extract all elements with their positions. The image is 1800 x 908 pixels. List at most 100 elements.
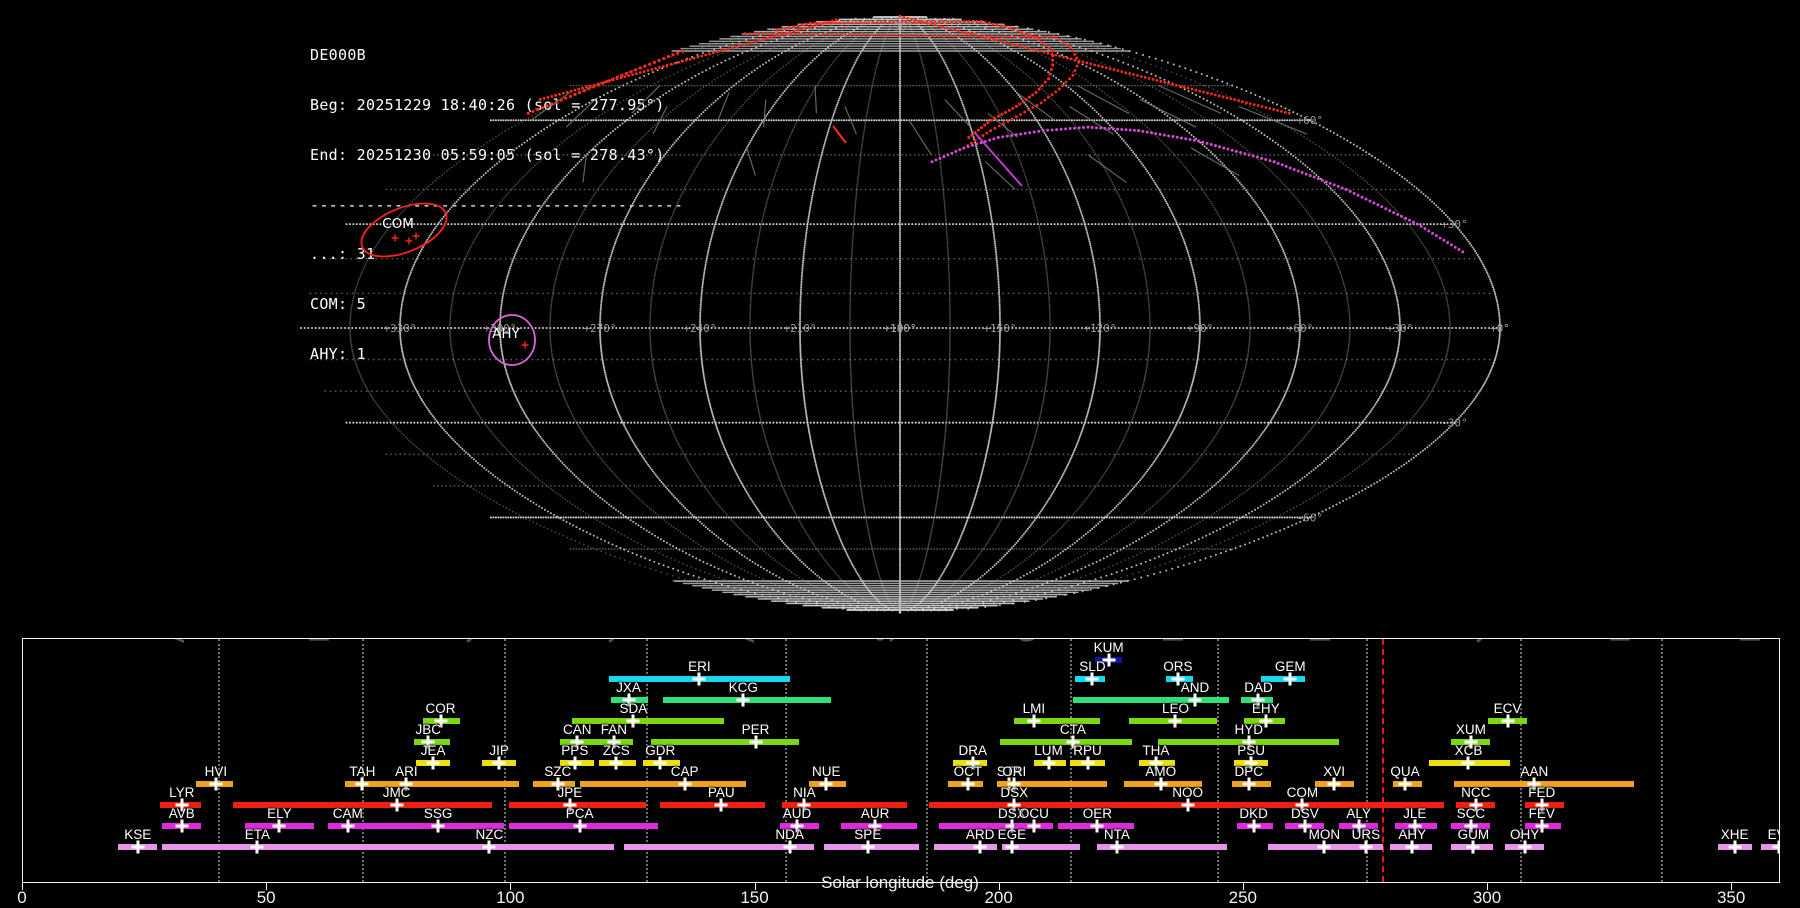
shower-peak-marker [175, 820, 188, 833]
radiant-ellipse-layer: COM AHY [354, 193, 535, 365]
shower-peak-marker [861, 841, 874, 854]
month-separator [926, 639, 928, 882]
sky-map-svg: +180°+150°+120°+90°+60°+30°+0°+330°+300°… [0, 0, 1800, 630]
latitude-label: +0° [1490, 322, 1510, 335]
shower-peak-marker [749, 736, 762, 749]
shower-peak-marker [1772, 841, 1779, 854]
month-label: AUG [729, 639, 762, 643]
month-label: SEP [870, 639, 903, 643]
latitude-label: -30° [1441, 417, 1468, 430]
latitude-label: +90° [887, 20, 914, 33]
shower-peak-marker [1091, 820, 1104, 833]
shower-peak-marker [1398, 778, 1411, 791]
shower-peak-marker [432, 820, 445, 833]
shower-peak-marker [390, 799, 403, 812]
shower-peak-marker [1242, 778, 1255, 791]
month-label: FEB [1605, 639, 1638, 643]
radiant-label: COM [382, 216, 414, 232]
shower-peak-marker [1027, 715, 1040, 728]
shower-peak-marker [1247, 820, 1260, 833]
shower-peak-marker [1406, 841, 1419, 854]
month-label: DEZ [1305, 639, 1338, 643]
shower-peak-marker [627, 715, 640, 728]
longitude-label: +30° [1387, 322, 1414, 335]
shower-peak-marker [1081, 757, 1094, 770]
shower-activity-bar[interactable] [572, 718, 723, 724]
longitude-label: +150° [983, 322, 1016, 335]
shower-peak-marker [1318, 841, 1331, 854]
shower-peak-marker [1501, 715, 1514, 728]
latitude-label: -90° [887, 599, 914, 612]
shower-peak-marker [1027, 820, 1040, 833]
longitude-label: +120° [1083, 322, 1116, 335]
shower-peak-marker [1728, 841, 1741, 854]
month-label: MÄR [1735, 639, 1768, 643]
shower-peak-marker [1284, 673, 1297, 686]
month-separator [1661, 639, 1663, 882]
shower-peak-marker [678, 778, 691, 791]
shower-activity-bar[interactable] [934, 844, 997, 850]
shower-peak-marker [1042, 757, 1055, 770]
shower-peak-marker [961, 778, 974, 791]
shower-peak-marker [654, 757, 667, 770]
longitude-label: +60° [1287, 322, 1314, 335]
longitude-label: +270° [583, 322, 616, 335]
month-label: JUL [589, 639, 622, 643]
month-label: APR [159, 639, 192, 643]
month-label: JUN [447, 639, 480, 643]
shower-peak-marker [610, 757, 623, 770]
longitude-label: +330° [383, 322, 416, 335]
shower-peak-marker [1462, 757, 1475, 770]
month-label: NOV [1158, 639, 1191, 643]
radiant-label: AHY [492, 326, 520, 342]
longitude-label: +180° [883, 322, 916, 335]
shower-peak-marker [493, 757, 506, 770]
shower-peak-marker [1328, 778, 1341, 791]
timeline-frame: APRMAIJUNJULAUGSEPOKTNOVDEZJANFEBMÄRKUME… [22, 638, 1780, 883]
solar-longitude-timeline: APRMAIJUNJULAUGSEPOKTNOVDEZJANFEBMÄRKUME… [0, 630, 1800, 900]
latitude-label: +30° [1441, 218, 1468, 231]
shower-peak-marker [209, 778, 222, 791]
shower-peak-marker [427, 757, 440, 770]
shower-activity-bar[interactable] [1073, 697, 1229, 703]
shower-peak-marker [783, 841, 796, 854]
shower-activity-bar[interactable] [660, 802, 765, 808]
x-axis-title: Solar longitude (deg) [0, 873, 1800, 893]
shower-peak-marker [1189, 694, 1202, 707]
meteor-cross-marker [406, 238, 413, 245]
shower-peak-marker [273, 820, 286, 833]
shower-peak-marker [251, 841, 264, 854]
shower-peak-marker [820, 778, 833, 791]
latitude-label: +60° [1297, 114, 1324, 127]
latitude-label: -60° [1297, 511, 1324, 524]
shower-peak-marker [131, 841, 144, 854]
latitude-tick-labels: +90° +60° +30° +0° -30° -60° -90° [887, 20, 1510, 612]
timeline-plot-area: APRMAIJUNJULAUGSEPOKTNOVDEZJANFEBMÄRKUME… [23, 639, 1779, 882]
month-label: MAI [304, 639, 337, 643]
month-label: OKT [1012, 639, 1045, 643]
shower-peak-marker [1005, 841, 1018, 854]
shower-peak-marker [1467, 841, 1480, 854]
longitude-label: +90° [1187, 322, 1214, 335]
longitude-label: +240° [683, 322, 716, 335]
shower-peak-marker [1154, 778, 1167, 791]
longitude-label: +210° [783, 322, 816, 335]
shower-peak-marker [341, 820, 354, 833]
shower-peak-marker [1359, 841, 1372, 854]
shower-peak-marker [974, 841, 987, 854]
meteor-cross-marker [413, 233, 420, 240]
meteor-cross-marker [522, 342, 529, 349]
shower-peak-marker [356, 778, 369, 791]
shower-peak-marker [1086, 673, 1099, 686]
shower-peak-marker [715, 799, 728, 812]
shower-peak-marker [573, 820, 586, 833]
shower-peak-marker [1464, 736, 1477, 749]
meteor-cross-marker [392, 235, 399, 242]
shower-peak-marker [483, 841, 496, 854]
shower-peak-marker [737, 694, 750, 707]
shower-peak-marker [693, 673, 706, 686]
shower-peak-marker [1169, 715, 1182, 728]
shower-peak-marker [1110, 841, 1123, 854]
sky-map-panel: +180°+150°+120°+90°+60°+30°+0°+330°+300°… [0, 0, 1800, 630]
shower-peak-marker [1181, 799, 1194, 812]
